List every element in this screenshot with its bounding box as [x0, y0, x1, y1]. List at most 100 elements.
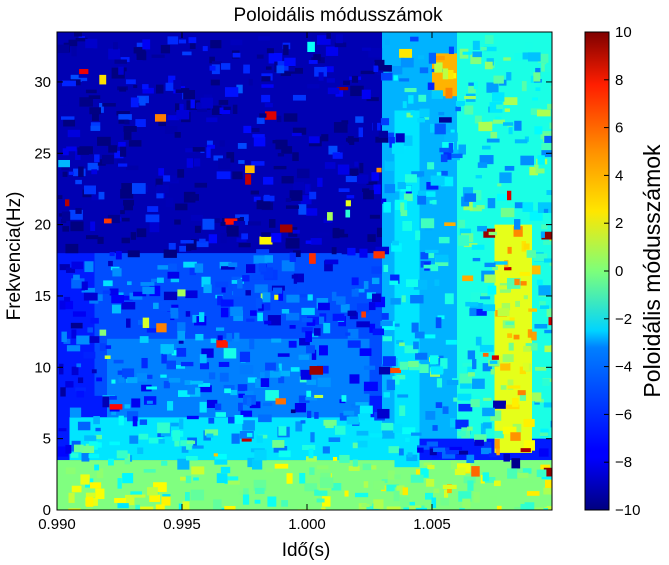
chart-title: Poloidális módusszámok — [233, 5, 443, 26]
heatmap-cell — [219, 261, 232, 269]
heatmap-cell — [307, 333, 319, 338]
heatmap-cell — [347, 310, 357, 316]
heatmap-cell — [177, 458, 190, 470]
heatmap-cell — [507, 468, 518, 479]
heatmap-cell — [551, 474, 552, 485]
heatmap-cell — [347, 328, 359, 339]
heatmap-cell — [91, 369, 97, 374]
heatmap-cell — [434, 123, 446, 135]
heatmap-cell — [242, 494, 250, 505]
heatmap-cell — [267, 315, 281, 326]
heatmap-cell — [224, 87, 239, 97]
heatmap-cell — [245, 174, 252, 185]
heatmap-cell — [215, 412, 226, 417]
heatmap-cell — [87, 327, 93, 333]
heatmap-cell — [523, 440, 535, 451]
heatmap-cell — [538, 285, 551, 296]
heatmap-cell — [417, 445, 430, 450]
heatmap-cell — [466, 426, 473, 431]
heatmap-cell — [453, 397, 461, 402]
heatmap-cell — [472, 359, 477, 370]
heatmap-cell — [194, 182, 208, 188]
heatmap-cell — [72, 311, 86, 317]
heatmap-cell — [314, 411, 319, 419]
heatmap-cell — [425, 411, 436, 420]
heatmap-cell — [163, 175, 171, 182]
heatmap-cell — [513, 334, 520, 340]
heatmap-cell — [259, 372, 265, 382]
heatmap-cell — [457, 393, 472, 401]
heatmap-cell — [276, 115, 282, 123]
heatmap-cell — [328, 437, 341, 442]
heatmap-cell — [525, 42, 533, 54]
heatmap-cell — [188, 37, 197, 44]
heatmap-cell — [381, 422, 394, 431]
heatmap-cell — [472, 257, 481, 262]
heatmap-cell — [274, 463, 289, 469]
heatmap-cell — [356, 430, 369, 436]
heatmap-cell — [480, 46, 487, 51]
heatmap-cell — [497, 183, 502, 187]
heatmap-cell — [363, 481, 369, 488]
heatmap-cell — [155, 178, 163, 187]
heatmap-cell — [469, 308, 477, 317]
heatmap-cell — [97, 236, 104, 244]
heatmap-cell — [70, 221, 84, 232]
heatmap-cell — [428, 252, 435, 259]
heatmap-cell — [272, 287, 283, 294]
heatmap-cell — [210, 79, 220, 86]
heatmap-cell — [442, 484, 457, 490]
heatmap-cell — [415, 352, 428, 360]
heatmap-cell — [166, 360, 176, 370]
heatmap-cell — [510, 432, 521, 441]
heatmap-cell — [551, 118, 552, 128]
heatmap-cell — [286, 294, 300, 303]
heatmap-cell — [323, 322, 331, 334]
heatmap-cell — [253, 255, 268, 264]
colorbar-tick-label: −6 — [615, 406, 632, 423]
heatmap-cell — [541, 224, 548, 230]
heatmap-cell — [209, 65, 216, 71]
heatmap-cell — [289, 325, 296, 329]
heatmap-cell — [345, 209, 351, 218]
heatmap-cell — [486, 138, 500, 143]
heatmap-cell — [284, 57, 296, 67]
heatmap-cell — [441, 170, 448, 176]
heatmap-cell — [435, 402, 443, 408]
heatmap-cell — [109, 441, 120, 446]
heatmap-cell — [132, 494, 146, 498]
heatmap-cell — [356, 303, 370, 313]
heatmap-cell — [497, 308, 510, 317]
heatmap-cell — [180, 361, 194, 367]
heatmap-cell — [470, 292, 481, 303]
heatmap-cell — [359, 162, 364, 174]
heatmap-cell — [240, 410, 253, 417]
heatmap-cell — [75, 207, 82, 214]
heatmap-cell — [349, 374, 360, 384]
heatmap-cell — [114, 150, 124, 159]
heatmap-cell — [261, 232, 271, 237]
heatmap-cell — [548, 317, 552, 326]
heatmap-cell — [189, 194, 200, 201]
heatmap-cell — [109, 252, 115, 257]
heatmap-cell — [490, 410, 502, 421]
heatmap-cell — [351, 289, 359, 297]
heatmap-cell — [103, 218, 112, 224]
heatmap-cell — [444, 222, 456, 227]
heatmap-cell — [168, 75, 176, 86]
heatmap-cell — [480, 292, 488, 297]
heatmap-cell — [413, 341, 419, 350]
heatmap-cell — [295, 421, 303, 432]
heatmap-cell — [550, 88, 552, 93]
heatmap-cell — [482, 407, 495, 417]
heatmap-cell — [129, 435, 139, 444]
heatmap-cell — [243, 125, 252, 134]
heatmap-cell — [239, 431, 254, 439]
heatmap-cell — [419, 108, 430, 118]
heatmap-cell — [537, 202, 552, 213]
heatmap-cell — [506, 190, 512, 201]
heatmap-cell — [455, 106, 461, 112]
heatmap-cell — [90, 221, 96, 232]
heatmap-cell — [436, 378, 443, 388]
